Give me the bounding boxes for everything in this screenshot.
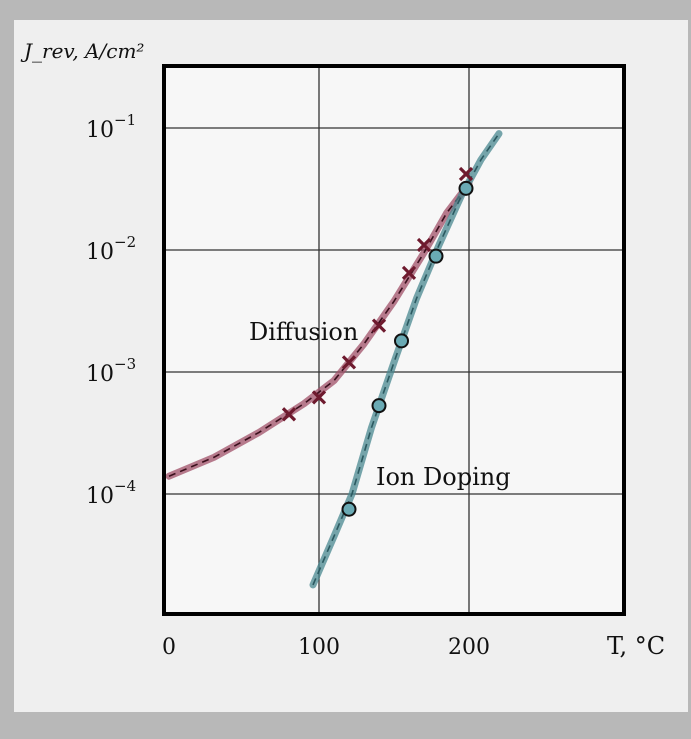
cross-stroke: [311, 390, 327, 405]
plot-frame: [162, 64, 626, 616]
data-point-ion-doping: [394, 333, 409, 349]
y-axis-label: J_rev, A/cm²: [20, 39, 144, 63]
cross-stroke: [458, 166, 474, 182]
series-label-diffusion: Diffusion: [249, 318, 358, 346]
cross-stroke: [341, 355, 357, 370]
y-tick-label: 10−4: [86, 477, 136, 509]
plot-area: [164, 66, 624, 614]
data-point-diffusion: [416, 237, 432, 253]
x-tick-label: 0: [162, 635, 176, 660]
cross-stroke: [416, 237, 432, 253]
y-tick-label: 10−2: [86, 233, 136, 265]
data-point-diffusion: [311, 390, 327, 405]
cross-stroke: [281, 407, 297, 422]
y-tick-label: 10−3: [86, 355, 136, 387]
data-point-diffusion: [341, 355, 357, 370]
series-markers: [281, 166, 474, 517]
data-point-ion-doping: [428, 248, 444, 264]
data-point-diffusion: [458, 166, 474, 182]
data-point-diffusion: [281, 407, 297, 422]
x-axis-label: T, °C: [607, 632, 665, 660]
series-dashline-0: [168, 183, 470, 477]
x-tick-label: 100: [298, 635, 340, 660]
grid-lines: [164, 66, 624, 614]
data-point-diffusion: [401, 265, 417, 280]
data-point-diffusion: [371, 318, 387, 333]
y-tick-labels: 10−1 10−2 10−3 10−4: [86, 111, 136, 509]
data-point-ion-doping: [458, 180, 474, 196]
data-point-ion-doping: [341, 501, 357, 517]
cross-stroke: [371, 318, 387, 333]
series-label-ion-doping: Ion Doping: [376, 463, 511, 491]
y-tick-label: 10−1: [86, 111, 136, 143]
x-tick-label: 200: [448, 635, 490, 660]
data-point-ion-doping: [371, 398, 387, 414]
x-tick-labels: 0 100 200: [162, 635, 490, 660]
cross-stroke: [401, 265, 417, 280]
